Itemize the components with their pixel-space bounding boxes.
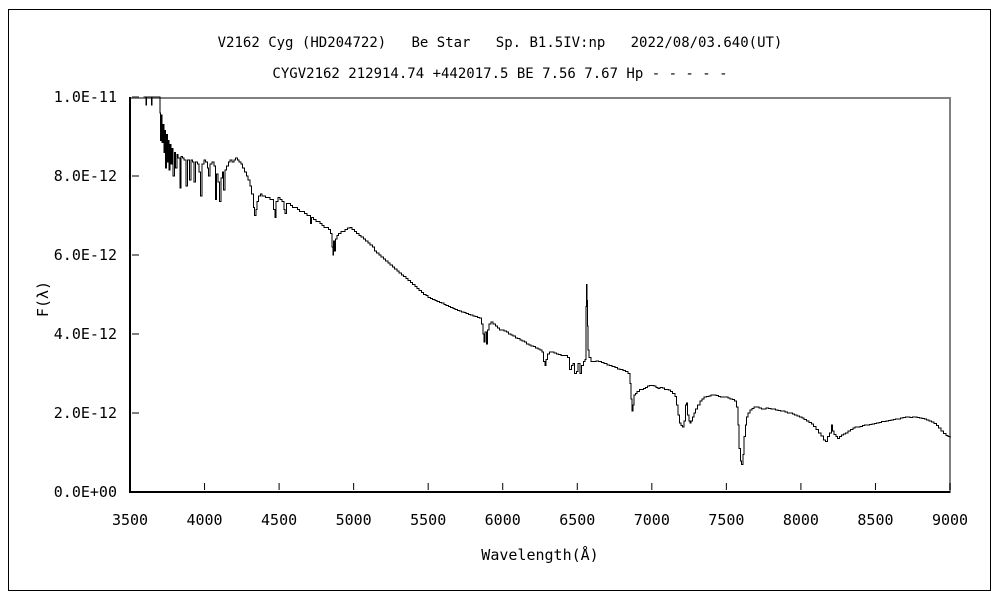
chart-title-line1: V2162 Cyg (HD204722) Be Star Sp. B1.5IV:… — [217, 35, 783, 51]
x-tick-label: 7000 — [633, 511, 670, 529]
y-tick-label: 6.0E-12 — [53, 246, 117, 264]
chart-title-line2: CYGV2162 212914.74 +442017.5 BE 7.56 7.6… — [272, 66, 728, 82]
y-tick-label: 1.0E-11 — [53, 88, 117, 106]
x-tick-label: 8500 — [857, 511, 894, 529]
x-axis-label: Wavelength(Å) — [481, 546, 599, 564]
x-tick-label: 4500 — [261, 511, 298, 529]
y-tick-label: 8.0E-12 — [53, 167, 117, 185]
y-tick-label: 0.0E+00 — [53, 483, 117, 501]
x-tick-label: 5500 — [410, 511, 447, 529]
x-tick-label: 6000 — [484, 511, 521, 529]
x-tick-label: 6500 — [559, 511, 596, 529]
y-tick-label: 4.0E-12 — [53, 325, 117, 343]
x-tick-label: 8000 — [782, 511, 819, 529]
spectrum-curve — [143, 96, 951, 465]
x-tick-label: 9000 — [931, 511, 969, 529]
y-tick-label: 2.0E-12 — [53, 404, 117, 422]
x-tick-label: 5000 — [335, 511, 372, 529]
plot-frame — [129, 97, 951, 493]
plot-axes — [129, 97, 950, 493]
x-tick-label: 4000 — [186, 511, 223, 529]
window-frame — [8, 9, 991, 591]
x-tick-label: 7500 — [708, 511, 745, 529]
x-tick-label: 3500 — [111, 511, 149, 529]
y-axis-label: F(λ) — [34, 280, 52, 318]
